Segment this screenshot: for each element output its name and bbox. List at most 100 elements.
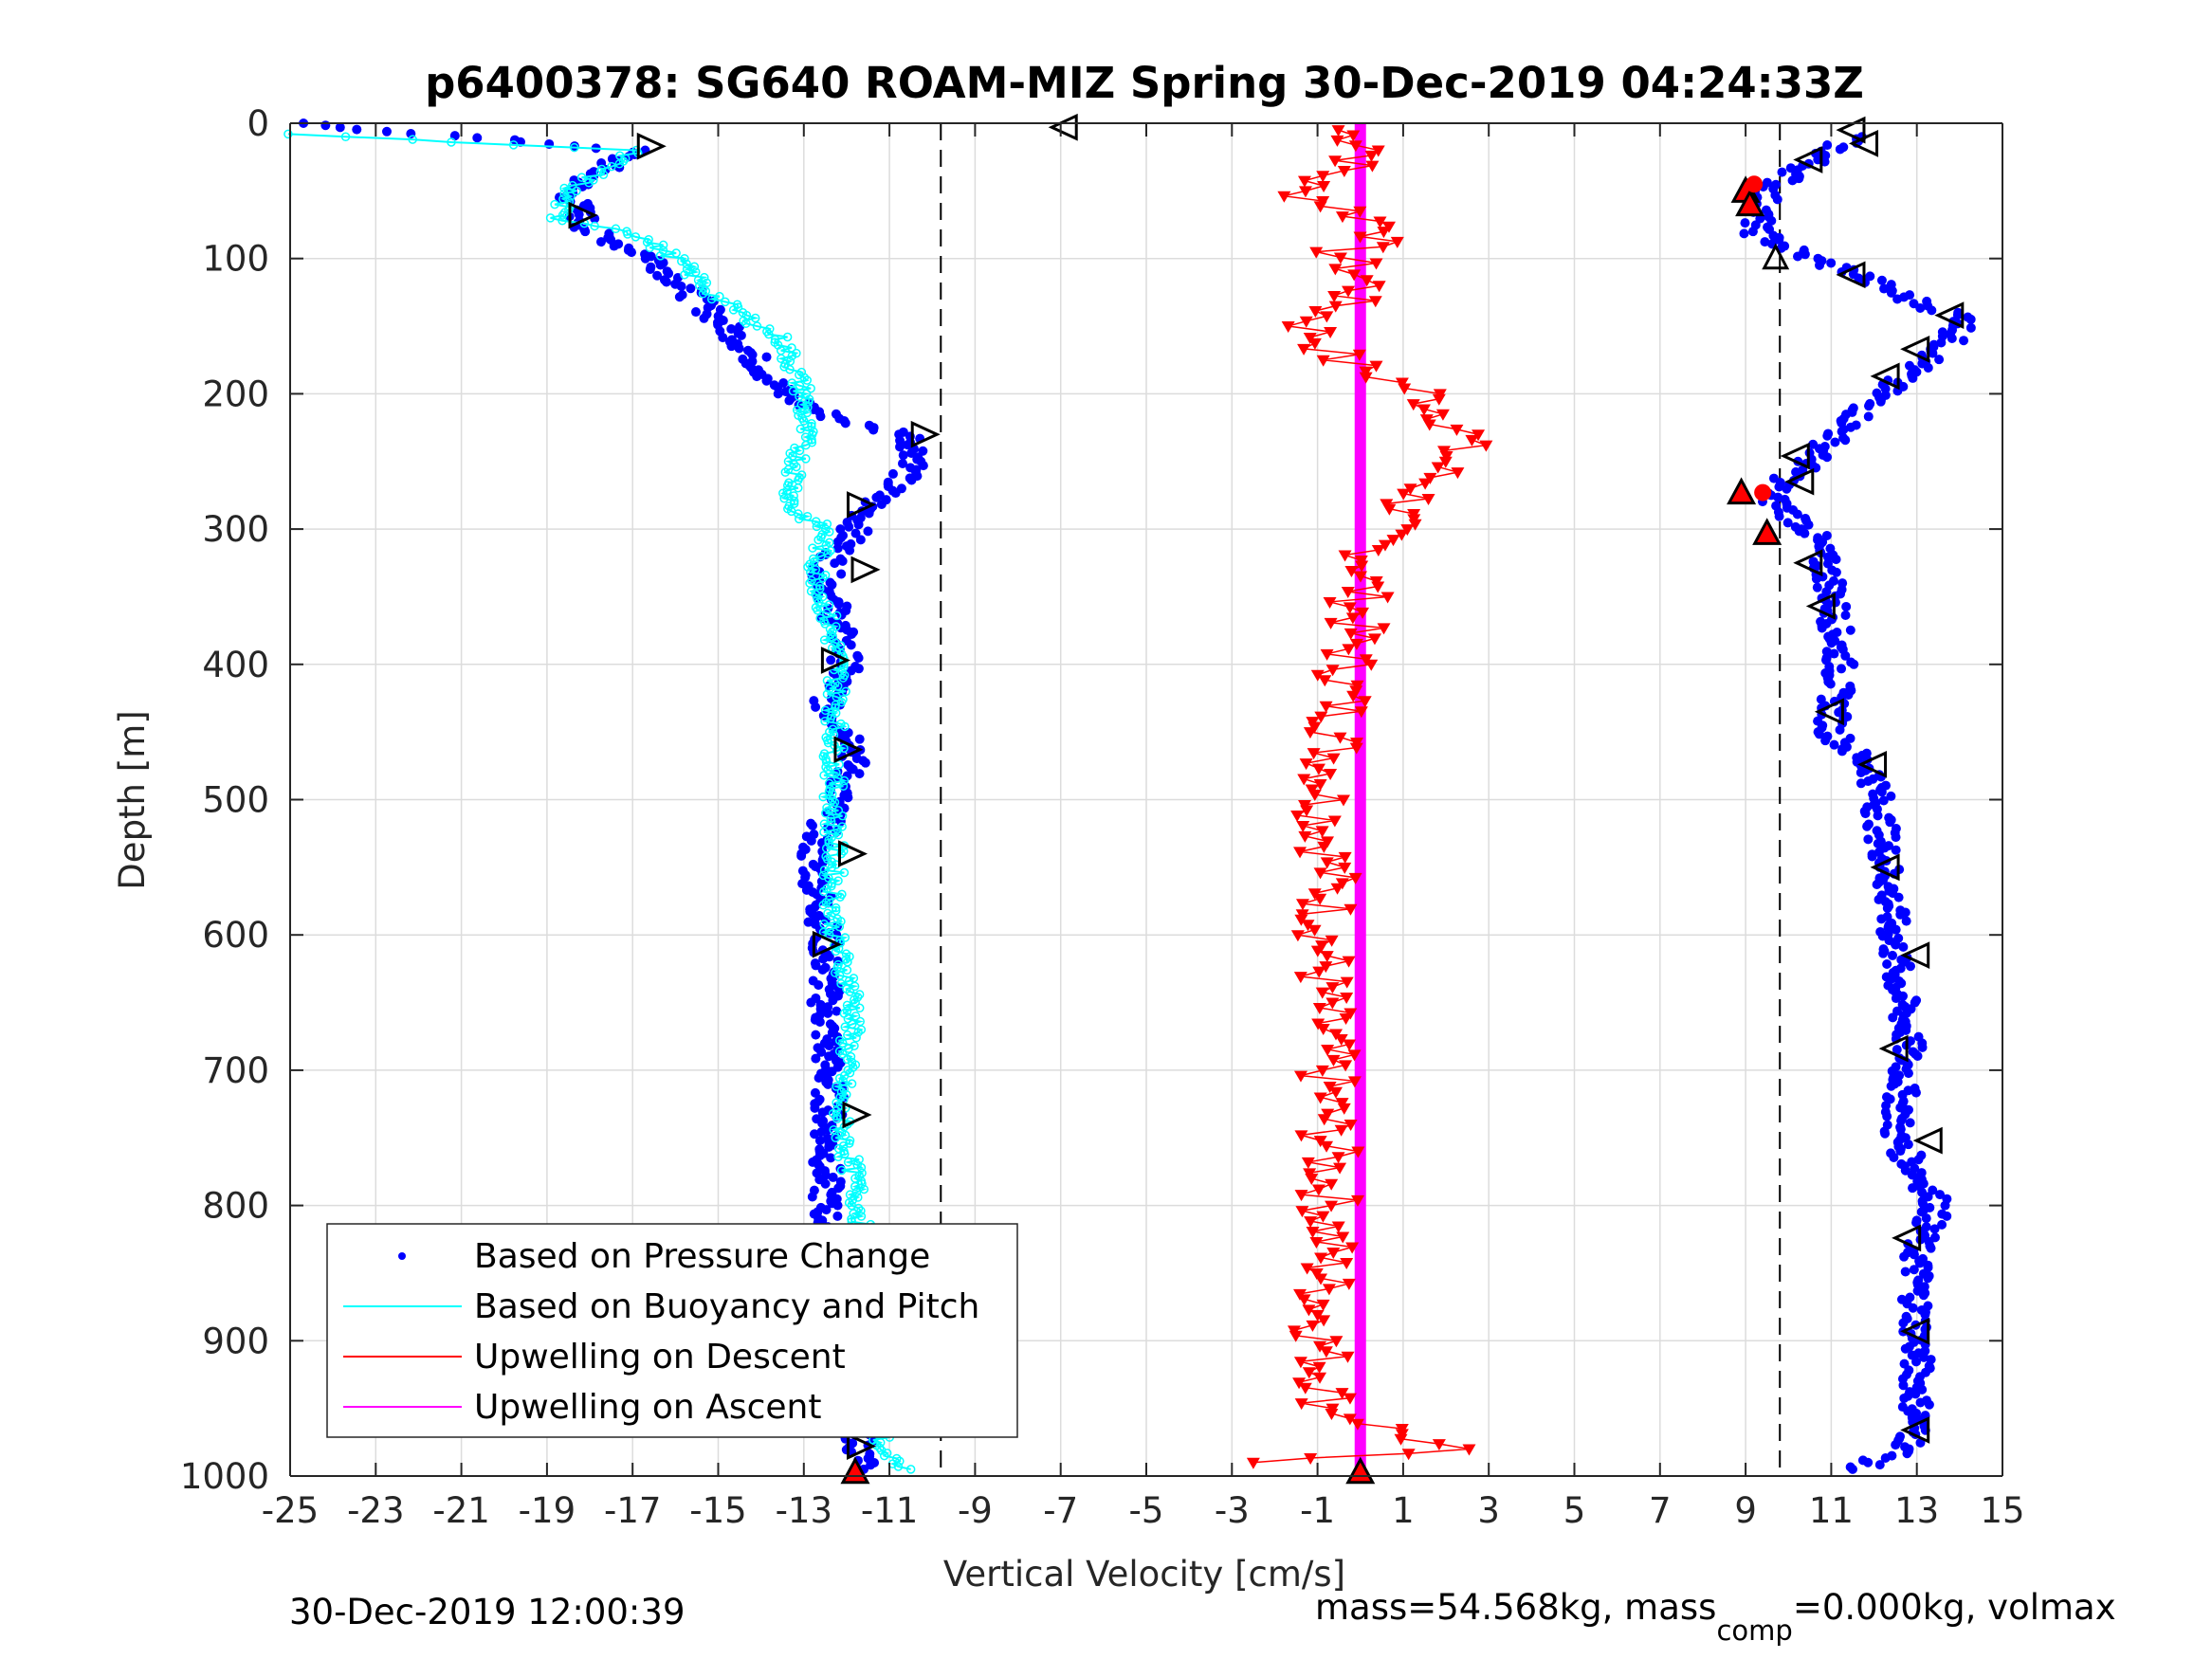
pressure-descent-point — [674, 292, 685, 302]
upwelling-descent-marker — [1302, 1304, 1316, 1317]
pressure-ascent-point — [1885, 817, 1895, 828]
upwelling-descent-marker — [1378, 539, 1392, 552]
buoyancy-point — [816, 532, 826, 542]
upwelling-descent-marker — [1293, 1070, 1307, 1083]
descent-apogee-marker — [636, 132, 667, 160]
pressure-ascent-point — [1878, 795, 1889, 806]
pressure-descent-point — [609, 241, 619, 251]
buoyancy-point — [792, 462, 801, 472]
pressure-descent-point — [820, 1178, 831, 1189]
buoyancy-point — [814, 535, 823, 545]
buoyancy-point — [819, 827, 829, 837]
y-axis-label: Depth [m] — [112, 710, 153, 889]
pressure-ascent-point — [1822, 140, 1833, 151]
upwelling-descent-marker — [1294, 1398, 1308, 1411]
buoyancy-point — [655, 251, 666, 261]
upwelling-descent-marker — [1300, 805, 1314, 817]
buoyancy-point — [843, 1013, 853, 1024]
upwelling-descent-marker — [1346, 690, 1361, 702]
upwelling-descent-marker — [1313, 201, 1327, 213]
upwelling-descent-marker — [1342, 956, 1356, 968]
x-tick-label: -13 — [776, 1490, 832, 1531]
upwelling-descent-marker — [1327, 815, 1342, 828]
buoyancy-point — [589, 175, 598, 185]
pressure-descent-point — [846, 640, 856, 650]
pressure-ascent-point — [1947, 333, 1957, 343]
buoyancy-point — [566, 191, 576, 201]
upwelling-descent-marker — [1355, 560, 1369, 573]
buoyancy-point — [801, 454, 811, 464]
buoyancy-point — [801, 440, 811, 450]
pressure-ascent-point — [1815, 260, 1825, 270]
upwelling-descent-marker — [1342, 644, 1356, 656]
buoyancy-point — [508, 140, 519, 150]
buoyancy-point — [642, 237, 652, 247]
upwelling-descent-marker — [1349, 638, 1363, 650]
upwelling-descent-marker — [1328, 301, 1343, 313]
upwelling-descent-marker — [1320, 857, 1334, 869]
buoyancy-point — [340, 132, 351, 142]
buoyancy-point — [822, 689, 832, 699]
upwelling-descent-marker — [1293, 1357, 1307, 1369]
upwelling-descent-marker — [1316, 171, 1330, 183]
upwelling-descent-marker — [1307, 337, 1322, 350]
chart-title: p6400378: SG640 ROAM-MIZ Spring 30-Dec-2… — [425, 58, 1864, 108]
pressure-descent-point — [866, 1460, 876, 1470]
pressure-descent-point — [836, 569, 847, 579]
pressure-ascent-point — [1900, 1165, 1910, 1176]
x-tick-label: 9 — [1734, 1490, 1757, 1531]
upwelling-descent-marker — [1317, 1114, 1331, 1126]
pressure-ascent-point — [1800, 249, 1810, 260]
pressure-ascent-point — [1863, 834, 1874, 845]
upwelling-descent-marker — [1298, 830, 1312, 843]
ascent-marker — [1836, 116, 1866, 144]
pressure-descent-point — [806, 997, 816, 1008]
ascent-up-marker — [1762, 243, 1790, 270]
pressure-ascent-point — [1787, 175, 1798, 186]
upwelling-descent-marker — [1336, 794, 1350, 807]
buoyancy-point — [818, 901, 829, 910]
pressure-ascent-point — [1831, 555, 1841, 565]
upwelling-descent-marker — [1316, 1023, 1330, 1035]
pressure-descent-point — [824, 1051, 834, 1062]
buoyancy-point — [782, 332, 793, 342]
footer-mass-suffix: =0.000kg, volmax — [1793, 1587, 2116, 1628]
x-tick-label: -21 — [432, 1490, 489, 1531]
pressure-ascent-point — [1891, 1440, 1901, 1450]
upwelling-descent-marker — [1321, 1044, 1335, 1056]
buoyancy-point — [851, 1032, 861, 1043]
buoyancy-point — [822, 608, 832, 618]
upwelling-descent-marker — [1325, 1178, 1339, 1191]
ascent-marker — [1856, 751, 1888, 778]
pressure-descent-point — [814, 1016, 825, 1027]
buoyancy-point — [721, 297, 730, 307]
buoyancy-point — [842, 1000, 852, 1011]
pressure-ascent-point — [1891, 924, 1901, 935]
upwelling-descent-marker — [1353, 206, 1367, 218]
pressure-ascent-point — [1782, 483, 1792, 494]
buoyancy-point — [844, 1044, 853, 1053]
buoyancy-point — [824, 600, 834, 610]
pressure-descent-point — [823, 1079, 833, 1089]
upwelling-descent-marker — [1417, 404, 1431, 416]
upwelling-descent-marker — [1289, 1330, 1303, 1342]
pressure-ascent-point — [1792, 509, 1802, 520]
pressure-ascent-point — [1876, 787, 1887, 797]
buoyancy-point — [824, 838, 833, 848]
pressure-ascent-point — [1817, 623, 1827, 633]
buoyancy-point — [837, 822, 847, 831]
upwelling-descent-marker — [1294, 1130, 1308, 1142]
pressure-ascent-point — [1965, 322, 1976, 333]
ascent-marker — [1900, 335, 1930, 363]
pressure-ascent-point — [1760, 237, 1770, 247]
upwelling-descent-marker — [1317, 180, 1331, 192]
pressure-descent-point — [871, 492, 882, 502]
buoyancy-point — [750, 313, 760, 323]
pressure-descent-point — [821, 1205, 832, 1215]
pressure-descent-point — [898, 458, 907, 468]
upwelling-descent-marker — [1344, 1119, 1358, 1131]
upwelling-descent-marker — [1479, 440, 1493, 452]
pressure-ascent-point — [1909, 1265, 1919, 1275]
buoyancy-point — [832, 746, 842, 756]
pressure-descent-point — [580, 227, 591, 237]
